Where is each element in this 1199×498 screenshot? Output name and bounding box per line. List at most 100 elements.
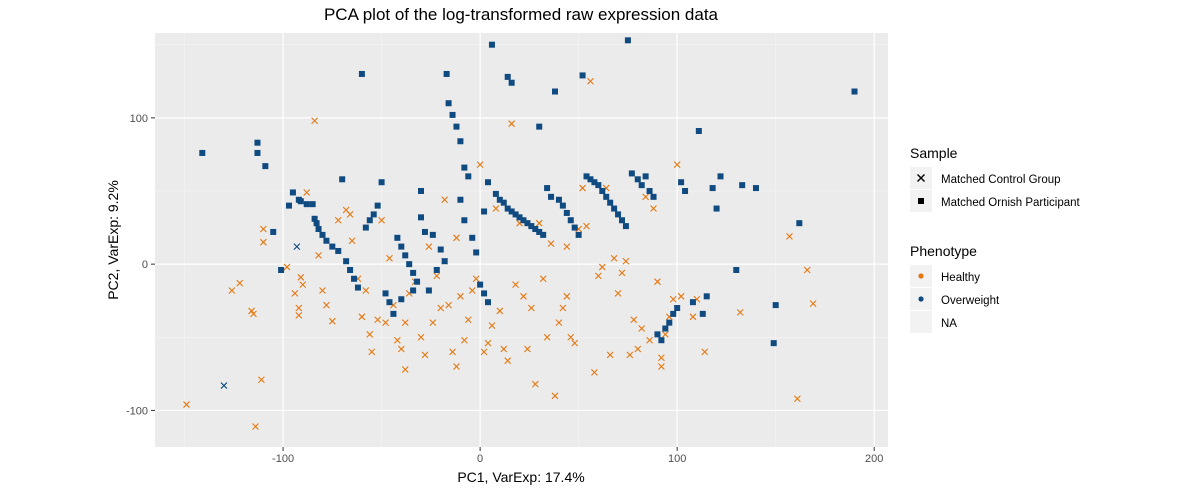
data-point-square bbox=[262, 163, 269, 170]
data-point-cross bbox=[259, 225, 267, 233]
data-point-cross bbox=[658, 363, 665, 370]
data-point-square bbox=[410, 269, 417, 276]
data-point-square bbox=[739, 182, 746, 189]
data-point-square bbox=[351, 275, 358, 282]
data-point-cross bbox=[183, 401, 190, 408]
data-point-square bbox=[571, 224, 578, 231]
data-point-cross bbox=[295, 311, 303, 319]
data-point-cross bbox=[736, 309, 744, 316]
data-point-square bbox=[289, 189, 296, 196]
data-point-cross bbox=[457, 292, 464, 300]
data-point-square bbox=[544, 185, 551, 192]
data-point-square bbox=[469, 234, 476, 241]
data-point-cross bbox=[228, 287, 236, 294]
data-point-square bbox=[303, 201, 310, 208]
data-point-square bbox=[347, 266, 354, 273]
data-point-square bbox=[717, 173, 724, 180]
data-point-cross bbox=[476, 161, 484, 169]
data-point-square bbox=[402, 252, 409, 259]
data-point-cross bbox=[362, 287, 370, 294]
plot-panel bbox=[155, 33, 888, 447]
legend-sample: Sample Matched Control Group Matched Orn… bbox=[910, 145, 1081, 212]
data-point-square bbox=[270, 228, 277, 235]
data-point-cross bbox=[323, 301, 330, 309]
data-point-square bbox=[441, 258, 448, 265]
data-point-square bbox=[374, 202, 381, 209]
data-point-cross bbox=[441, 196, 449, 204]
data-point-square bbox=[638, 182, 645, 189]
data-point-square bbox=[536, 228, 543, 235]
data-point-square bbox=[540, 231, 547, 238]
data-point-square bbox=[418, 214, 425, 221]
data-point-cross bbox=[445, 301, 452, 309]
data-point-square bbox=[670, 310, 677, 317]
data-point-square bbox=[682, 187, 689, 194]
data-point-square bbox=[650, 193, 657, 200]
data-point-cross bbox=[591, 369, 598, 376]
data-point-square bbox=[658, 337, 665, 344]
data-point-cross bbox=[453, 234, 460, 242]
data-point-cross bbox=[248, 307, 255, 315]
data-point-cross bbox=[250, 310, 257, 318]
data-point-square bbox=[628, 170, 635, 177]
data-point-cross bbox=[429, 319, 437, 327]
data-point-cross bbox=[598, 263, 606, 271]
data-point-cross bbox=[630, 316, 638, 324]
data-point-square bbox=[488, 41, 495, 48]
data-point-cross bbox=[315, 251, 322, 259]
x-tick-label: 200 bbox=[865, 453, 883, 465]
data-point-cross bbox=[551, 392, 559, 400]
data-point-cross bbox=[650, 205, 657, 212]
data-point-square bbox=[406, 261, 413, 268]
data-point-cross bbox=[504, 357, 512, 365]
data-point-cross bbox=[661, 330, 669, 338]
data-point-cross bbox=[303, 189, 311, 196]
data-point-cross bbox=[417, 333, 425, 341]
data-point-square bbox=[315, 226, 322, 233]
data-point-square bbox=[579, 72, 586, 79]
data-point-cross bbox=[492, 205, 500, 212]
data-point-square bbox=[481, 208, 488, 215]
data-point-square bbox=[796, 220, 803, 227]
data-point-cross bbox=[393, 336, 401, 344]
data-point-square bbox=[433, 266, 440, 273]
data-point-square bbox=[618, 217, 625, 224]
data-point-cross bbox=[283, 263, 291, 271]
data-point-square bbox=[642, 173, 649, 180]
major-gridlines bbox=[155, 33, 888, 447]
data-point-square bbox=[414, 278, 421, 285]
data-point-cross bbox=[334, 216, 342, 224]
data-point-square bbox=[508, 208, 515, 215]
data-point-square bbox=[254, 139, 261, 146]
data-point-cross bbox=[594, 272, 602, 280]
data-point-cross bbox=[319, 287, 326, 294]
data-point-square bbox=[199, 149, 206, 156]
data-point-cross bbox=[673, 161, 681, 169]
data-point-square bbox=[662, 325, 669, 332]
data-point-square bbox=[709, 185, 716, 192]
data-point-cross bbox=[293, 243, 301, 250]
data-point-square bbox=[595, 182, 602, 189]
data-point-square bbox=[477, 281, 484, 288]
data-point-cross bbox=[646, 336, 653, 344]
data-point-square bbox=[591, 179, 598, 186]
data-point-square bbox=[425, 287, 432, 294]
data-point-cross bbox=[614, 290, 622, 297]
legend-label-na: NA bbox=[941, 318, 957, 330]
data-point-square bbox=[445, 100, 452, 107]
chart-title: PCA plot of the log-transformed raw expr… bbox=[324, 5, 719, 24]
data-point-cross bbox=[425, 243, 433, 250]
data-point-square bbox=[689, 299, 696, 306]
data-point-cross bbox=[374, 316, 382, 324]
data-point-square bbox=[421, 228, 428, 235]
data-point-square bbox=[311, 215, 318, 222]
data-point-cross bbox=[547, 240, 555, 248]
data-point-square bbox=[394, 234, 401, 241]
data-point-cross bbox=[583, 222, 590, 230]
legend-phenotype-title: Phenotype bbox=[910, 243, 977, 259]
data-point-cross bbox=[571, 339, 579, 347]
data-point-cross bbox=[488, 322, 496, 329]
data-point-square bbox=[378, 179, 385, 186]
data-point-cross bbox=[449, 348, 456, 356]
